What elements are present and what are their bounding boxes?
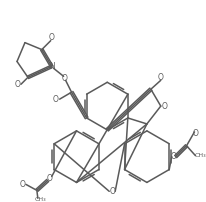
Text: O: O: [161, 102, 167, 110]
Text: N: N: [49, 62, 54, 71]
Text: O: O: [192, 129, 198, 138]
Text: O: O: [157, 73, 163, 82]
Text: O: O: [53, 95, 58, 104]
Text: O: O: [61, 74, 67, 83]
Text: O: O: [47, 174, 52, 183]
Text: O: O: [20, 180, 26, 189]
Text: O: O: [109, 187, 115, 196]
Text: CH₃: CH₃: [35, 197, 46, 202]
Text: O: O: [170, 152, 176, 161]
Text: CH₃: CH₃: [194, 153, 205, 158]
Text: O: O: [49, 33, 54, 42]
Text: O: O: [15, 80, 21, 89]
